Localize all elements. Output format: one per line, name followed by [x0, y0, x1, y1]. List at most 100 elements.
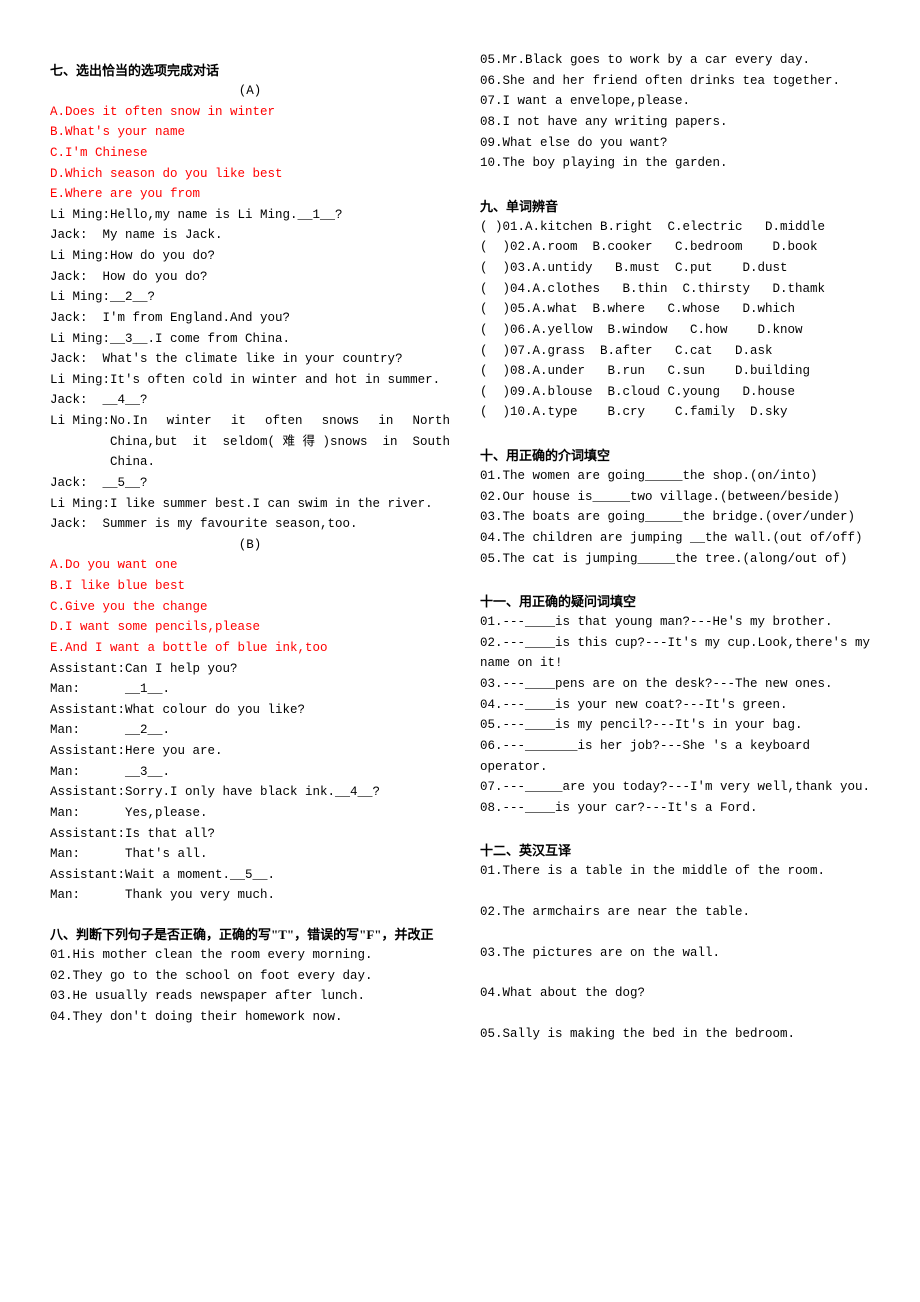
s10-01: 01.The women are going_____the shop.(on/…: [480, 466, 880, 487]
opt-7a-d: D.Which season do you like best: [50, 164, 450, 185]
s8-08: 08.I not have any writing papers.: [480, 112, 880, 133]
dialog-text: It's often cold in winter and hot in sum…: [110, 370, 450, 391]
dialog-line: Li Ming:It's often cold in winter and ho…: [50, 370, 450, 391]
dialog-line: Jack: __4__?: [50, 390, 450, 411]
dialog-speaker: Li Ming:: [50, 287, 110, 308]
dialog-speaker: Jack:: [50, 308, 103, 329]
dialog-line: Jack: My name is Jack.: [50, 225, 450, 246]
section-11-title: 十一、用正确的疑问词填空: [480, 591, 880, 610]
s10-02: 02.Our house is_____two village.(between…: [480, 487, 880, 508]
dialog-speaker: Jack:: [50, 349, 103, 370]
dialog-speaker: Jack:: [50, 225, 103, 246]
opt-7b-a: A.Do you want one: [50, 555, 450, 576]
s8-04: 04.They don't doing their homework now.: [50, 1007, 450, 1028]
spacer: [480, 882, 880, 902]
opt-7b-e: E.And I want a bottle of blue ink,too: [50, 638, 450, 659]
s11-08: 08.---____is your car?---It's a Ford.: [480, 798, 880, 819]
dialog-line: Assistant:Wait a moment.__5__.: [50, 865, 450, 886]
dialog-speaker: Li Ming:: [50, 494, 110, 515]
dialog-text: How do you do?: [110, 246, 450, 267]
dialog-line: Li Ming:I like summer best.I can swim in…: [50, 494, 450, 515]
section-9-title: 九、单词辨音: [480, 196, 880, 215]
dialog-text: __3__.I come from China.: [110, 329, 450, 350]
s10-04: 04.The children are jumping __the wall.(…: [480, 528, 880, 549]
dialog-text: __5__?: [103, 473, 450, 494]
section-12-item: 01.There is a table in the middle of the…: [480, 861, 880, 882]
spacer: [480, 923, 880, 943]
dialog-speaker: Assistant:: [50, 741, 125, 762]
section-12-title: 十二、英汉互译: [480, 840, 880, 859]
opt-7a-e: E.Where are you from: [50, 184, 450, 205]
dialog-line: Jack: I'm from England.And you?: [50, 308, 450, 329]
dialog-line: Assistant:Sorry.I only have black ink.__…: [50, 782, 450, 803]
dialog-speaker: Assistant:: [50, 824, 125, 845]
dialog-line: Assistant:Can I help you?: [50, 659, 450, 680]
dialog-speaker: Man:: [50, 803, 125, 824]
dialog-text: Hello,my name is Li Ming.__1__?: [110, 205, 450, 226]
section-9-item: ( )05.A.what B.where C.whose D.which: [480, 299, 880, 320]
dialog-text: What colour do you like?: [125, 700, 450, 721]
dialog-text: __4__?: [103, 390, 450, 411]
dialog-speaker: Man:: [50, 885, 125, 906]
right-column: 05.Mr.Black goes to work by a car every …: [480, 50, 880, 1045]
dialog-text: I like summer best.I can swim in the riv…: [110, 494, 450, 515]
dialog-speaker: Assistant:: [50, 865, 125, 886]
section-12-item: 04.What about the dog?: [480, 983, 880, 1004]
opt-7b-c: C.Give you the change: [50, 597, 450, 618]
dialog-7a: Li Ming:Hello,my name is Li Ming.__1__?J…: [50, 205, 450, 535]
s11-07: 07.---_____are you today?---I'm very wel…: [480, 777, 880, 798]
s11-04: 04.---____is your new coat?---It's green…: [480, 695, 880, 716]
section-9-item: ( )02.A.room B.cooker C.bedroom D.book: [480, 237, 880, 258]
dialog-speaker: Assistant:: [50, 782, 125, 803]
dialog-line: Li Ming:How do you do?: [50, 246, 450, 267]
dialog-speaker: Li Ming:: [50, 411, 110, 473]
section-7-title: 七、选出恰当的选项完成对话: [50, 60, 450, 79]
s10-05: 05.The cat is jumping_____the tree.(alon…: [480, 549, 880, 570]
dialog-line: Man: That's all.: [50, 844, 450, 865]
section-9-item: ( )01.A.kitchen B.right C.electric D.mid…: [480, 217, 880, 238]
section-9-list: ( )01.A.kitchen B.right C.electric D.mid…: [480, 217, 880, 423]
dialog-text: __3__.: [125, 762, 450, 783]
s11-02: 02.---____is this cup?---It's my cup.Loo…: [480, 633, 880, 674]
dialog-speaker: Man:: [50, 720, 125, 741]
dialog-speaker: Jack:: [50, 473, 103, 494]
section-12-item: 02.The armchairs are near the table.: [480, 902, 880, 923]
opt-7b-b: B.I like blue best: [50, 576, 450, 597]
dialog-text: Wait a moment.__5__.: [125, 865, 450, 886]
dialog-speaker: Li Ming:: [50, 205, 110, 226]
dialog-line: Man: __3__.: [50, 762, 450, 783]
s8-01: 01.His mother clean the room every morni…: [50, 945, 450, 966]
dialog-line: Assistant:Here you are.: [50, 741, 450, 762]
opt-7a-c: C.I'm Chinese: [50, 143, 450, 164]
dialog-line: Man: Yes,please.: [50, 803, 450, 824]
spacer: [480, 963, 880, 983]
s8-07: 07.I want a envelope,please.: [480, 91, 880, 112]
dialog-text: That's all.: [125, 844, 450, 865]
dialog-speaker: Assistant:: [50, 659, 125, 680]
s10-03: 03.The boats are going_____the bridge.(o…: [480, 507, 880, 528]
dialog-text: Is that all?: [125, 824, 450, 845]
dialog-text: What's the climate like in your country?: [103, 349, 450, 370]
dialog-text: I'm from England.And you?: [103, 308, 450, 329]
section-9-item: ( )09.A.blouse B.cloud C.young D.house: [480, 382, 880, 403]
section-8-title: 八、判断下列句子是否正确，正确的写"T"，错误的写"F"，并改正: [50, 924, 450, 943]
dialog-speaker: Jack:: [50, 390, 103, 411]
section-7a-label: (A): [50, 81, 450, 102]
dialog-text: Summer is my favourite season,too.: [103, 514, 450, 535]
section-9-item: ( )10.A.type B.cry C.family D.sky: [480, 402, 880, 423]
dialog-line: Jack: What's the climate like in your co…: [50, 349, 450, 370]
left-column: 七、选出恰当的选项完成对话 (A) A.Does it often snow i…: [50, 50, 450, 1045]
opt-7a-b: B.What's your name: [50, 122, 450, 143]
dialog-7b: Assistant:Can I help you?Man: __1__.Assi…: [50, 659, 450, 907]
section-9-item: ( )06.A.yellow B.window C.how D.know: [480, 320, 880, 341]
dialog-speaker: Jack:: [50, 514, 103, 535]
dialog-speaker: Assistant:: [50, 700, 125, 721]
s11-01: 01.---____is that young man?---He's my b…: [480, 612, 880, 633]
dialog-speaker: Man:: [50, 762, 125, 783]
section-10-title: 十、用正确的介词填空: [480, 445, 880, 464]
s8-05: 05.Mr.Black goes to work by a car every …: [480, 50, 880, 71]
section-9-item: ( )08.A.under B.run C.sun D.building: [480, 361, 880, 382]
s11-05: 05.---____is my pencil?---It's in your b…: [480, 715, 880, 736]
opt-7a-a: A.Does it often snow in winter: [50, 102, 450, 123]
section-9-item: ( )03.A.untidy B.must C.put D.dust: [480, 258, 880, 279]
